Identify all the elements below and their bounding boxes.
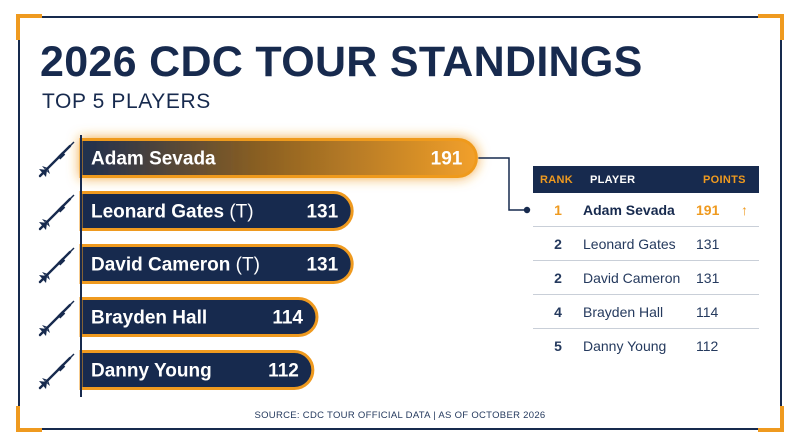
dart-flight	[42, 378, 50, 386]
table-header: RANK PLAYER POINTS	[533, 166, 759, 193]
bar-value-label: 131	[306, 202, 338, 223]
dart-tip	[67, 247, 75, 255]
row-points: 191	[696, 201, 720, 218]
standings-table: RANK PLAYER POINTS 1 Adam Sevada 191 ↑ 2…	[533, 166, 759, 362]
bar	[79, 138, 478, 178]
row-points: 112	[696, 337, 719, 354]
bar	[79, 191, 354, 231]
bar-label: Danny Young	[91, 361, 212, 382]
outer-frame	[18, 16, 782, 430]
table-row: 2 David Cameron 131	[533, 261, 759, 295]
bar-label: Adam Sevada	[91, 149, 216, 170]
dart-icon	[38, 353, 75, 390]
connector-dot	[523, 206, 531, 214]
table-row: 4 Brayden Hall 114	[533, 295, 759, 329]
dart-barrel	[57, 363, 66, 372]
dart-flight	[39, 222, 47, 230]
bar-value-label: 112	[268, 361, 299, 382]
corner-accent-top-right	[758, 14, 784, 40]
bar	[79, 350, 315, 390]
row-player: Brayden Hall	[583, 303, 664, 320]
dart-icon	[38, 247, 75, 284]
bar	[79, 244, 354, 284]
row-rank: 2	[554, 235, 562, 252]
row-player: Adam Sevada	[583, 201, 675, 218]
bar	[79, 297, 319, 337]
row-points: 114	[696, 303, 719, 320]
row-rank: 2	[554, 269, 562, 286]
row-rank: 1	[554, 201, 562, 218]
header-player: PLAYER	[590, 173, 636, 186]
dart-icon	[38, 300, 75, 337]
corner-accent-top-left	[16, 14, 42, 40]
dart-flight	[42, 325, 50, 333]
row-player: Danny Young	[583, 337, 667, 354]
bar-label: Brayden Hall	[91, 308, 207, 329]
dart-tip	[67, 353, 75, 361]
row-rank: 4	[554, 303, 562, 320]
bar-label: Leonard Gates (T)	[91, 202, 254, 223]
dart-tip	[67, 141, 75, 149]
table-row: 5 Danny Young 112	[533, 329, 759, 362]
corner-accent-bottom-right	[758, 406, 784, 432]
dart-barrel	[57, 310, 66, 319]
dart-barrel	[57, 151, 66, 160]
source-note: SOURCE: CDC TOUR OFFICIAL DATA | AS OF O…	[254, 410, 546, 421]
dart-barrel	[57, 204, 66, 213]
dart-icon	[38, 141, 75, 178]
row-rank: 5	[554, 337, 562, 354]
row-player: Leonard Gates	[583, 235, 676, 252]
up-arrow-icon: ↑	[741, 201, 748, 218]
tie-suffix: (T)	[224, 202, 254, 223]
bar-value-label: 131	[306, 255, 338, 276]
dart-flight	[42, 272, 50, 280]
dart-tip	[67, 194, 75, 202]
row-player: David Cameron	[583, 269, 681, 286]
header-rank: RANK	[540, 173, 573, 186]
row-points: 131	[696, 235, 720, 252]
bar-value-label: 114	[272, 308, 303, 329]
dart-flight	[42, 166, 50, 174]
table-row: 2 Leonard Gates 131	[533, 227, 759, 261]
bar-value-label: 191	[431, 149, 463, 170]
row-points: 131	[696, 269, 720, 286]
dart-barrel	[57, 257, 66, 266]
dart-flight	[39, 381, 47, 389]
corner-accent-bottom-left	[16, 406, 42, 432]
dart-flight	[39, 328, 47, 336]
bar-label: David Cameron (T)	[91, 255, 260, 276]
tie-suffix: (T)	[230, 255, 260, 276]
dart-flight	[39, 275, 47, 283]
table-row: 1 Adam Sevada 191 ↑	[533, 193, 759, 227]
dart-tip	[67, 300, 75, 308]
connector-line	[478, 157, 527, 211]
dart-icon	[38, 194, 75, 231]
dart-flight	[42, 219, 50, 227]
page-subtitle: TOP 5 PLAYERS	[42, 90, 211, 113]
page-title: 2026 CDC TOUR STANDINGS	[40, 38, 643, 86]
dart-flight	[39, 169, 47, 177]
header-points: POINTS	[703, 173, 746, 186]
